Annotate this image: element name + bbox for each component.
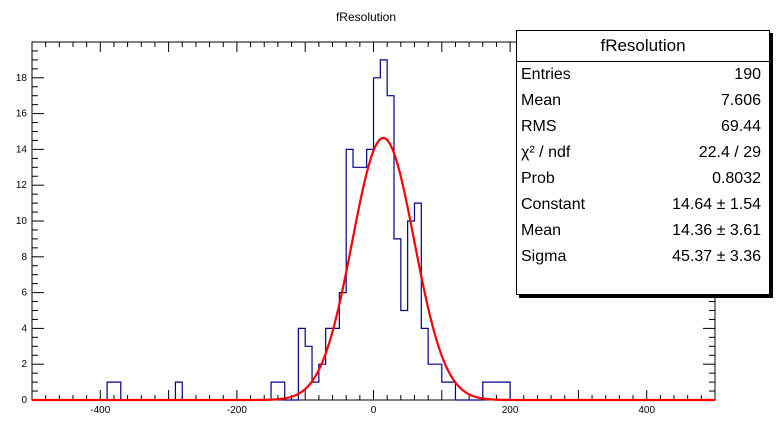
gaussian-fit-curve [32, 136, 715, 402]
stats-label: Prob [521, 170, 555, 187]
stats-row-entries: Entries 190 [517, 62, 769, 88]
stats-row-constant: Constant 14.64 ± 1.54 [517, 192, 769, 218]
stats-value: 0.8032 [712, 170, 761, 187]
stats-row-prob: Prob 0.8032 [517, 166, 769, 192]
stats-label: Entries [521, 66, 571, 83]
gaussian-fit-series [32, 136, 715, 402]
stats-label: Constant [521, 196, 586, 213]
y-tick-label: 18 [16, 73, 28, 84]
stats-value: 7.606 [720, 92, 761, 109]
y-tick-label: 12 [16, 180, 28, 191]
y-tick-label: 2 [21, 359, 27, 370]
x-tick-label: 200 [502, 405, 519, 416]
stats-row-chi2: χ² / ndf 22.4 / 29 [517, 140, 769, 166]
stats-label: RMS [521, 118, 557, 135]
stats-row-rms: RMS 69.44 [517, 114, 769, 140]
x-tick-label: 400 [638, 405, 655, 416]
y-tick-label: 10 [16, 216, 28, 227]
stats-row-mean: Mean 7.606 [517, 88, 769, 114]
stats-value: 14.64 ± 1.54 [672, 196, 761, 213]
x-tick-label: -200 [227, 405, 247, 416]
stats-row-fit-mean: Mean 14.36 ± 3.61 [517, 218, 769, 244]
stats-value: 14.36 ± 3.61 [672, 222, 761, 239]
chart-title: fResolution [336, 10, 396, 24]
stats-value: 22.4 / 29 [698, 144, 761, 161]
y-tick-label: 8 [21, 252, 27, 263]
stats-label: Mean [521, 222, 562, 239]
x-tick-label: -400 [90, 405, 110, 416]
stats-box-title: fResolution [517, 31, 769, 62]
stats-value: 190 [734, 66, 761, 83]
y-tick-label: 4 [21, 323, 27, 334]
y-tick-label: 14 [16, 144, 28, 155]
stats-box: fResolution Entries 190 Mean 7.606 RMS 6… [516, 30, 770, 295]
x-tick-label: 0 [371, 405, 377, 416]
y-tick-label: 16 [16, 109, 28, 120]
stats-label: χ² / ndf [521, 144, 571, 161]
stats-value: 69.44 [720, 118, 761, 135]
stats-value: 45.37 ± 3.36 [672, 248, 761, 265]
stats-label: Sigma [521, 248, 567, 265]
y-tick-label: 6 [21, 288, 27, 299]
stats-row-sigma: Sigma 45.37 ± 3.36 [517, 244, 769, 270]
y-tick-label: 0 [21, 395, 27, 406]
stats-label: Mean [521, 92, 562, 109]
